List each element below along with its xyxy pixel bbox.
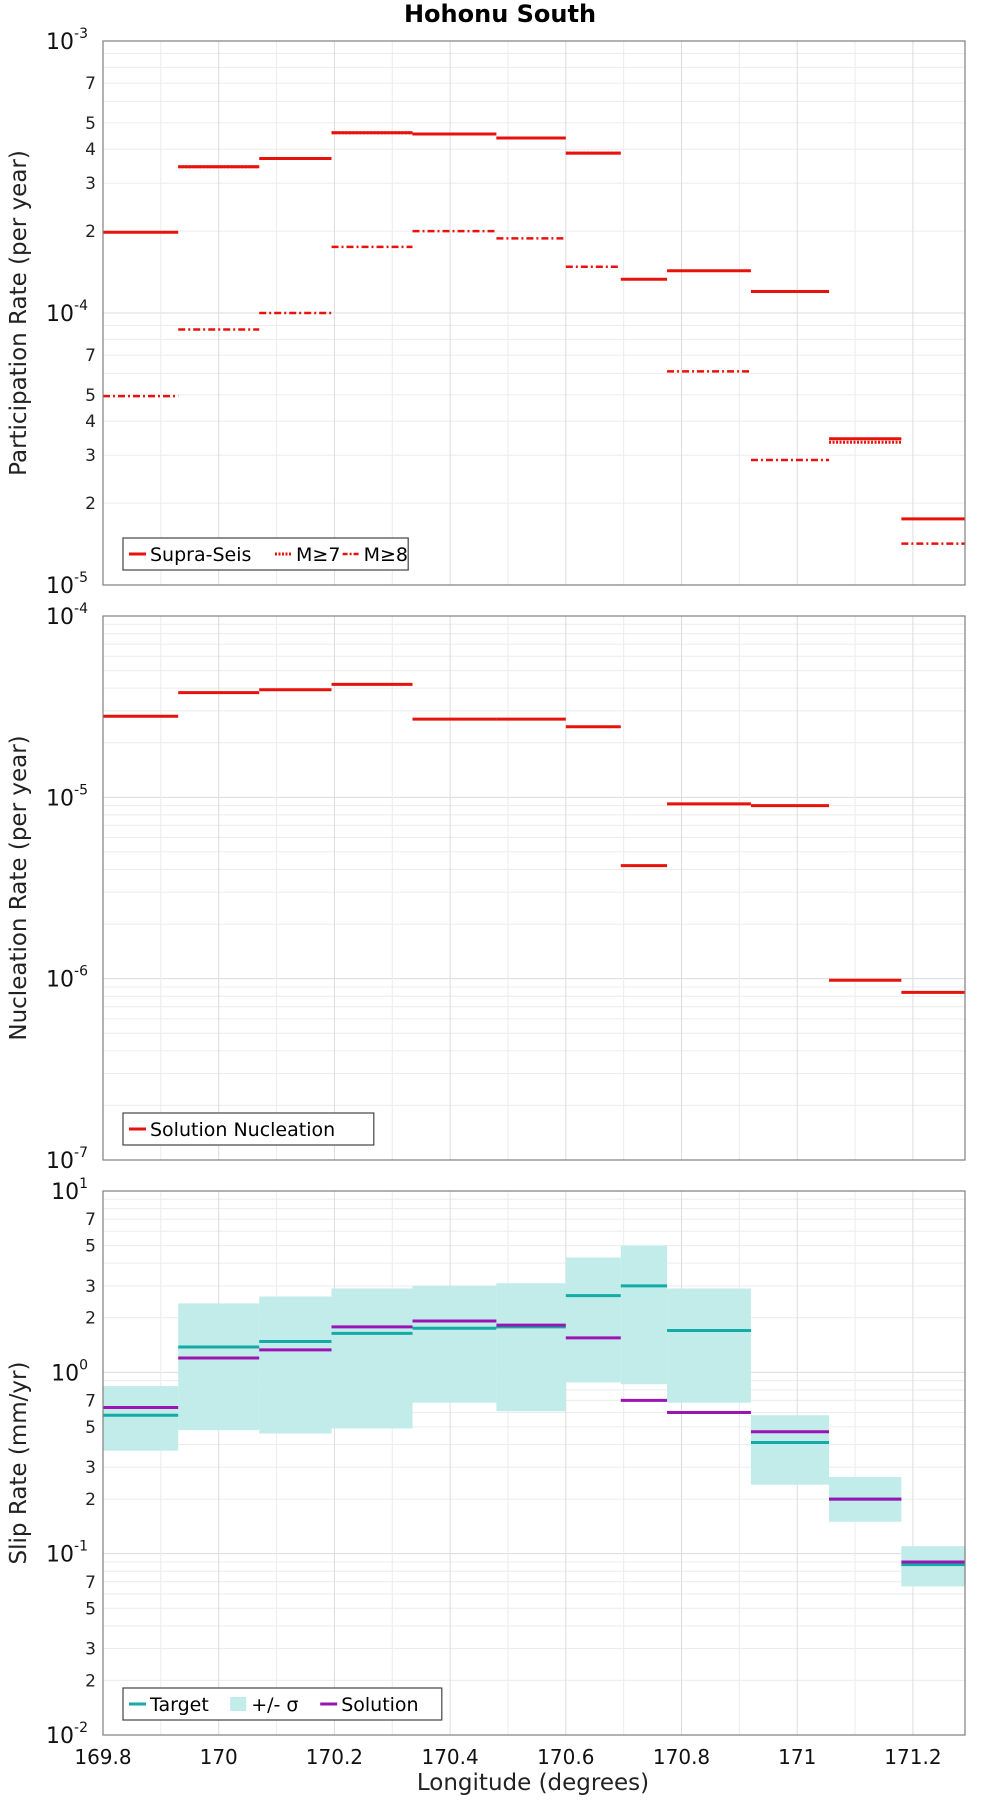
legend-label: M≥8 (364, 544, 408, 566)
legend-label: Target (149, 1694, 209, 1716)
legend-box (122, 1112, 375, 1146)
sigma-band-segment (750, 1415, 830, 1485)
series-solution (103, 1319, 965, 1564)
legend: Solution Nucleation (122, 1112, 375, 1146)
plot-area (103, 1191, 965, 1735)
x-tick-label: 170 (200, 1745, 238, 1769)
y-tick-label: 10-3 (46, 26, 88, 55)
sigma-band-segment (331, 1288, 413, 1429)
y-minor-tick-label: 7 (85, 74, 96, 94)
y-minor-tick-label: 5 (85, 1599, 96, 1619)
legend: Target +/- σ Solution (122, 1687, 443, 1721)
y-axis-title: Nucleation Rate (per year) (6, 735, 32, 1040)
panel-2: 10-7 10-6 10-5 10-4 Nucleation Rate (per yea… (6, 601, 966, 1174)
y-minor-tick-label: 2 (85, 1671, 96, 1691)
sigma-band-segment (103, 1386, 179, 1451)
y-tick-label: 100 (51, 1357, 88, 1386)
x-tick-label: 170.8 (653, 1745, 710, 1769)
plot-area (103, 616, 965, 1160)
panel-3: 10-2 10-1 100 101 2 3 5 7 2 3 5 7 2 3 5 7 Slip Rate (mm/… (6, 1176, 966, 1749)
sigma-band-segment (901, 1546, 965, 1587)
y-minor-tick-label: 5 (85, 114, 96, 134)
y-tick-label: 10-7 (46, 1145, 88, 1174)
sigma-band-segment (620, 1245, 668, 1385)
x-tick-label: 169.8 (74, 1745, 131, 1769)
legend: Supra-Seis M≥7 M≥8 (122, 537, 409, 571)
y-minor-tick-label: 7 (85, 1210, 96, 1230)
series-m-7 (178, 131, 902, 444)
y-minor-tick-label: 4 (85, 140, 96, 160)
legend-box (122, 1687, 443, 1721)
y-axis-title: Slip Rate (mm/yr) (6, 1362, 32, 1565)
sigma-band-segment (667, 1288, 751, 1403)
series-solution-nucleation (103, 682, 965, 994)
y-tick-label: 10-2 (46, 1720, 88, 1749)
sigma-band-segment (565, 1257, 621, 1383)
chart-title: Hohonu South (404, 0, 596, 28)
y-tick-label: 10-5 (46, 782, 88, 811)
plot-frame (102, 40, 966, 586)
y-minor-tick-label: 4 (85, 412, 96, 432)
y-tick-label: 101 (51, 1176, 88, 1205)
x-tick-label: 170.4 (421, 1745, 478, 1769)
y-minor-tick-label: 5 (85, 1237, 96, 1257)
x-axis-title: Longitude (degrees) (417, 1770, 649, 1796)
y-minor-tick-label: 7 (85, 1391, 96, 1411)
sigma-band-segment (412, 1285, 497, 1403)
x-tick-label: 170.2 (306, 1745, 363, 1769)
y-tick-label: 10-5 (46, 570, 88, 599)
legend-label: Solution Nucleation (150, 1119, 335, 1141)
y-minor-tick-label: 3 (85, 1277, 96, 1297)
sigma-band-segment (496, 1283, 566, 1412)
y-minor-tick-label: 5 (85, 386, 96, 406)
y-minor-tick-label: 3 (85, 1639, 96, 1659)
y-tick-label: 10-4 (46, 298, 88, 327)
x-axis: 169.8 170 170.2 170.4 170.6 170.8 171 171.2 (74, 1745, 941, 1769)
y-minor-tick-label: 7 (85, 1573, 96, 1593)
y-minor-tick-label: 5 (85, 1418, 96, 1438)
plot-frame (102, 1190, 966, 1736)
y-minor-tick-label: 3 (85, 1458, 96, 1478)
y-axis-title: Participation Rate (per year) (6, 150, 32, 476)
sigma-band-segment (178, 1303, 260, 1431)
legend-label: M≥7 (296, 544, 340, 566)
grid (102, 616, 965, 1161)
y-minor-tick-label: 2 (85, 222, 96, 242)
x-tick-label: 171.2 (884, 1745, 941, 1769)
legend-swatch (230, 1697, 247, 1711)
y-tick-label: 10-1 (46, 1539, 88, 1568)
x-tick-label: 170.6 (537, 1745, 594, 1769)
y-minor-tick-label: 3 (85, 174, 96, 194)
y-minor-tick-label: 7 (85, 346, 96, 366)
grid (102, 41, 965, 586)
sigma-band-segment (259, 1296, 332, 1434)
panel-1: 10-5 10-4 10-3 2 3 4 5 7 2 3 4 5 7 Participation Rate… (6, 26, 966, 599)
legend-label: +/- σ (251, 1694, 298, 1716)
legend-box (122, 537, 409, 571)
x-tick-label: 171 (778, 1745, 816, 1769)
legend-label: Solution (341, 1694, 418, 1716)
y-minor-tick-label: 2 (85, 494, 96, 514)
series-m-8 (103, 229, 965, 545)
legend-label: Supra-Seis (150, 544, 251, 566)
plot-frame (102, 615, 966, 1161)
y-minor-tick-label: 3 (85, 446, 96, 466)
y-minor-tick-label: 2 (85, 1490, 96, 1510)
y-minor-tick-label: 2 (85, 1309, 96, 1329)
y-tick-label: 10-4 (46, 601, 88, 630)
y-tick-label: 10-6 (46, 964, 88, 993)
